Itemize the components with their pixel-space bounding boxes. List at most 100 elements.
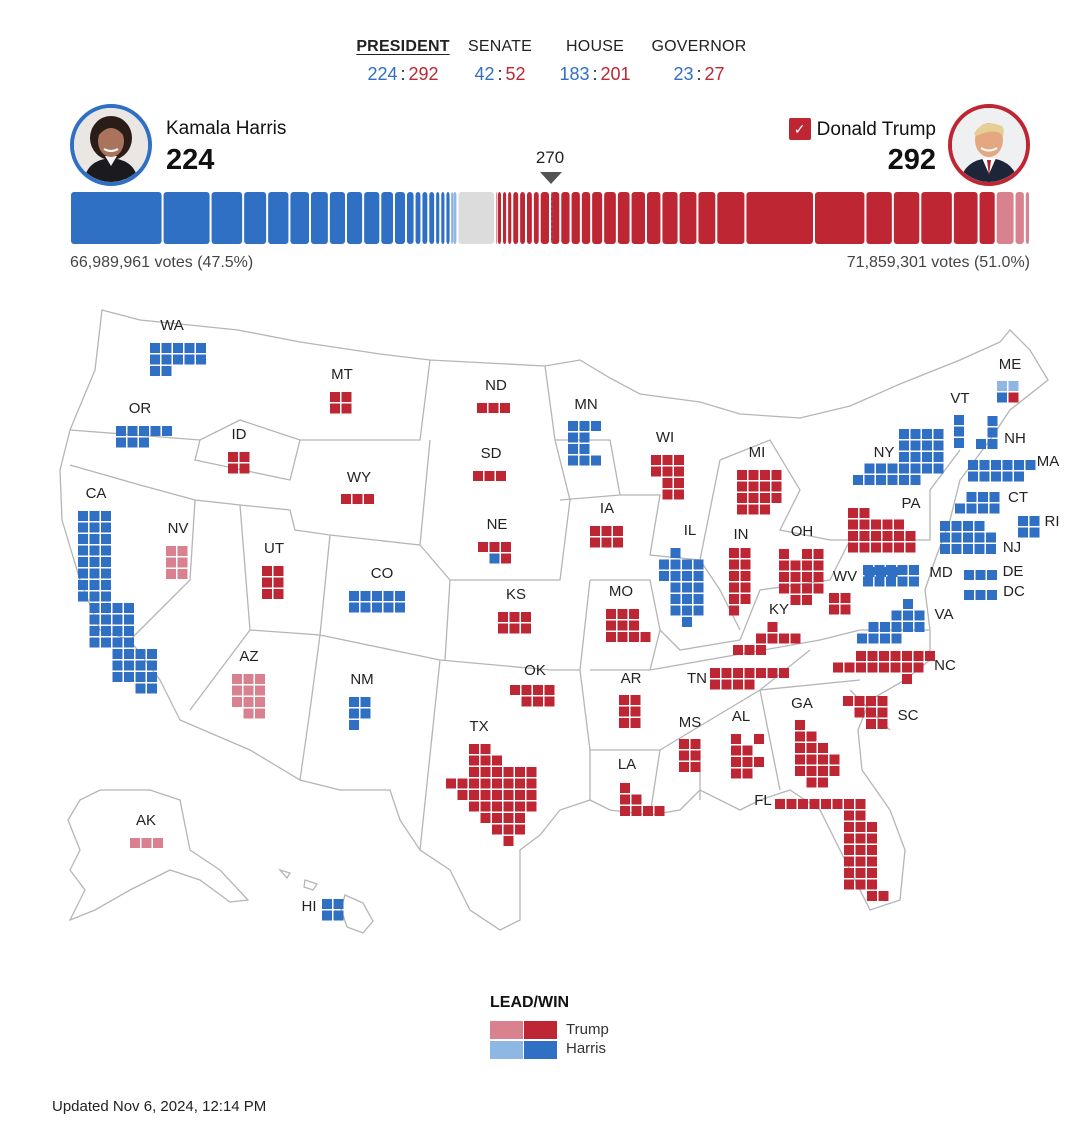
- state-label-md: MD: [929, 564, 952, 581]
- state-label-fl: FL: [754, 792, 772, 809]
- ev-tile-oh: [802, 549, 812, 559]
- ev-tile-fl: [775, 799, 785, 809]
- senate-dem-count: 42: [474, 64, 495, 84]
- ev-tile-ca: [124, 603, 134, 613]
- tab-house[interactable]: HOUSE 183:201: [535, 36, 655, 85]
- ev-tile-oh: [779, 560, 789, 571]
- ev-tile-ca: [124, 660, 134, 671]
- ev-tile-tx: [469, 755, 479, 766]
- ev-tile-nc: [844, 662, 855, 673]
- ev-tile-mi: [771, 470, 782, 480]
- ev-tile-al: [742, 745, 753, 756]
- ev-tile-wy: [341, 494, 351, 504]
- ev-tile-sc: [854, 696, 865, 706]
- trump-name: Donald Trump: [816, 119, 936, 140]
- ev-tile-ks: [509, 612, 520, 622]
- ev-tile-va: [891, 610, 902, 621]
- ev-tile-ks: [521, 623, 531, 634]
- ev-bar-segment-wy: [497, 192, 501, 244]
- state-label-mi: MI: [749, 444, 766, 461]
- ev-tile-il: [659, 571, 669, 581]
- tab-senate[interactable]: SENATE 42:52: [440, 36, 560, 85]
- state-label-ri: RI: [1045, 513, 1060, 530]
- ev-bar-segment-de: [436, 192, 440, 244]
- ev-tile-ca: [89, 580, 100, 590]
- ev-tile-fl: [844, 799, 854, 809]
- ev-tile-hi: [322, 899, 332, 909]
- ev-tile-fl: [855, 856, 866, 867]
- ev-tile-ga: [795, 766, 805, 776]
- ev-tile-or: [139, 426, 149, 436]
- ev-bar-segment-me: [453, 192, 457, 244]
- ev-tile-md: [897, 565, 908, 575]
- ev-tile-va: [914, 610, 925, 621]
- ev-tile-wa: [184, 343, 195, 353]
- tab-president[interactable]: PRESIDENT 224:292: [343, 36, 463, 85]
- ev-tile-oh: [790, 583, 801, 594]
- ev-tile-in: [740, 571, 751, 581]
- ev-tile-nh: [976, 439, 986, 449]
- ev-tile-pa: [882, 519, 893, 530]
- ev-tile-ga: [795, 754, 805, 765]
- ev-tile-fl: [855, 868, 866, 878]
- state-label-ca: CA: [86, 485, 107, 502]
- ev-tile-ne: [489, 553, 500, 564]
- ev-tile-mt: [330, 392, 340, 402]
- ev-tile-ca: [124, 614, 134, 625]
- ev-tile-or: [162, 426, 172, 436]
- ev-tile-tx: [480, 790, 491, 800]
- ev-tile-mn: [568, 432, 578, 443]
- ev-tile-ky: [779, 633, 789, 644]
- ev-tile-nv: [166, 569, 176, 579]
- ev-tile-ny: [876, 463, 886, 474]
- ev-tile-mi: [760, 504, 770, 515]
- ev-tile-ca: [124, 637, 134, 648]
- tab-senate-label: SENATE: [467, 38, 533, 55]
- tab-governor[interactable]: GOVERNOR 23:27: [639, 36, 759, 85]
- ev-tile-wv: [829, 593, 839, 603]
- state-label-va: VA: [935, 606, 954, 623]
- trump-portrait-icon: [952, 108, 1026, 182]
- ev-tile-fl: [855, 845, 866, 855]
- ev-tile-ca: [78, 580, 88, 590]
- ev-tile-nc: [867, 651, 878, 661]
- ev-tile-ar: [630, 706, 641, 717]
- ev-tile-ct: [978, 492, 988, 502]
- ev-tile-mo: [606, 609, 616, 619]
- ev-tile-mt: [341, 392, 352, 402]
- ev-tile-va: [891, 633, 902, 644]
- ev-tile-ca: [89, 637, 100, 648]
- ev-tile-wi: [662, 489, 673, 500]
- ev-tile-sd: [473, 471, 483, 481]
- ev-tile-ca: [89, 603, 100, 613]
- ev-tile-ny: [887, 463, 898, 474]
- ev-tile-sc: [854, 707, 865, 718]
- ev-bar-segment-me: [496, 192, 498, 244]
- ev-tile-pa: [848, 542, 858, 553]
- ev-tile-tx: [503, 767, 514, 777]
- ev-tile-nc: [925, 651, 935, 661]
- state-label-ma: MA: [1037, 453, 1060, 470]
- ev-tile-al: [754, 734, 764, 744]
- state-label-nc: NC: [934, 657, 956, 674]
- ev-tile-nj: [940, 521, 950, 531]
- ev-tile-ga: [818, 754, 828, 765]
- ev-tile-me: [997, 392, 1007, 403]
- ev-tile-az: [232, 697, 242, 707]
- ev-bar-segment-id: [527, 192, 532, 244]
- ev-tile-nm: [360, 697, 371, 707]
- ev-tile-tx: [446, 778, 456, 789]
- ev-tile-pa: [894, 519, 904, 530]
- ev-tile-la: [654, 806, 665, 816]
- ev-tile-tx: [515, 813, 525, 823]
- state-label-in: IN: [734, 526, 749, 543]
- ev-tile-tx: [480, 813, 491, 823]
- ev-tile-ca: [112, 649, 123, 659]
- ev-tile-al: [731, 768, 741, 779]
- alaska-outline: [67, 789, 250, 922]
- ev-tile-az: [255, 697, 265, 707]
- tab-governor-label: GOVERNOR: [651, 38, 747, 55]
- ev-tile-mo: [629, 620, 639, 631]
- ev-tile-ak: [153, 838, 163, 848]
- ev-tile-il: [682, 582, 692, 593]
